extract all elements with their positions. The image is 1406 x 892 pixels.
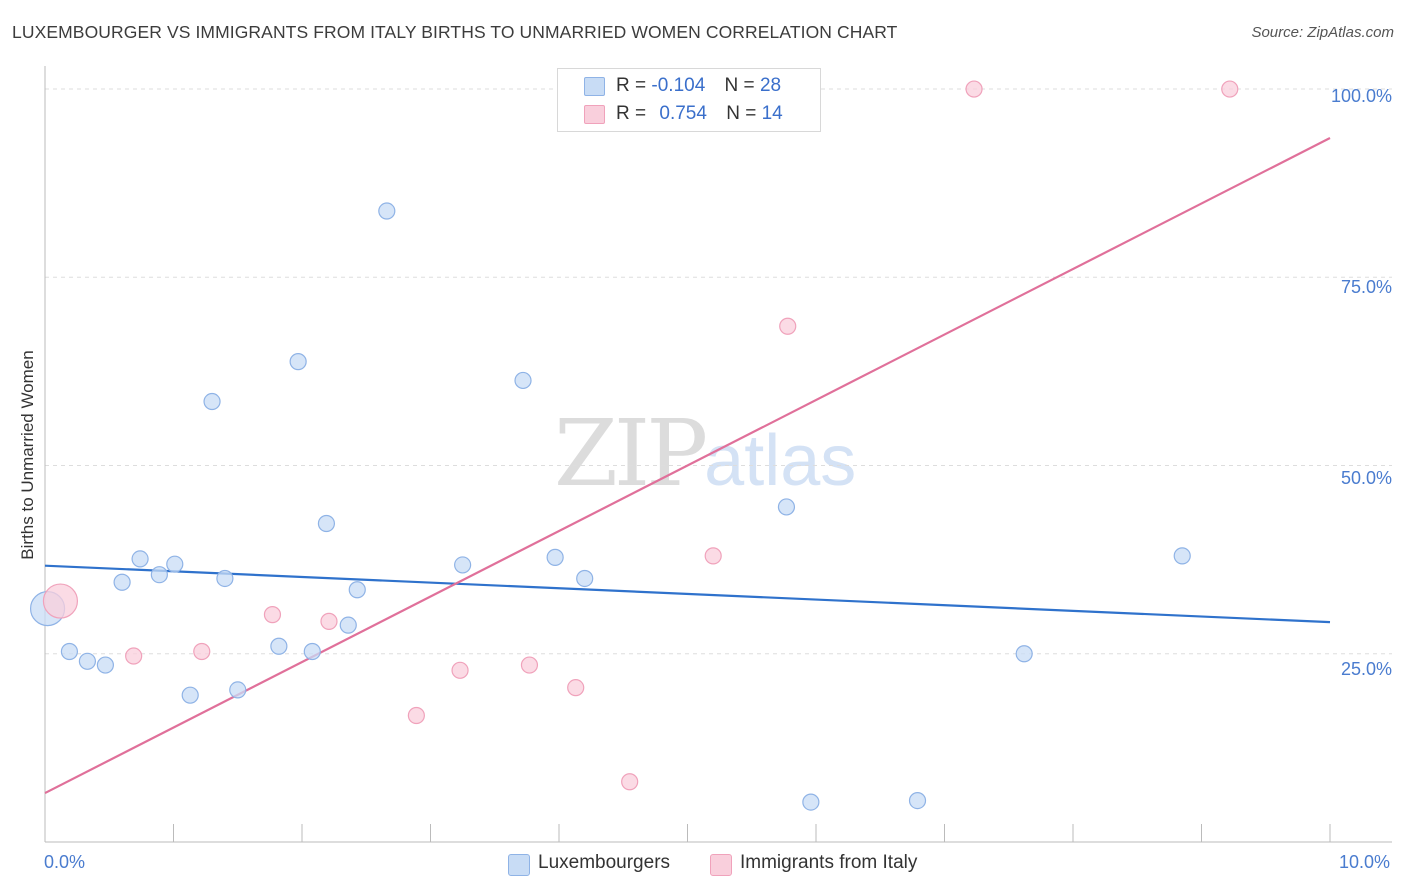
legend-r-value: 0.754 <box>659 103 707 124</box>
data-point-luxembourgers <box>777 498 796 516</box>
legend-row-luxembourgers: R = -0.104 N = 28 <box>616 75 781 97</box>
data-point-italy <box>407 706 425 725</box>
bottom-legend-luxembourgers: Luxembourgers <box>538 852 671 873</box>
legend-r-label: R = <box>616 103 647 124</box>
trend-line-luxembourgers <box>44 564 1331 624</box>
data-point-luxembourgers <box>131 550 149 568</box>
legend-swatch-italy <box>584 105 605 124</box>
data-point-luxembourgers <box>1173 547 1191 565</box>
legend-n-label: N = <box>724 75 755 96</box>
y-axis-label: Births to Unmarried Women <box>18 350 37 560</box>
data-point-luxembourgers <box>514 371 532 390</box>
data-point-luxembourgers <box>317 514 336 533</box>
data-point-luxembourgers <box>78 652 97 670</box>
legend-r-label: R = <box>616 75 647 96</box>
x-tick-label-min: 0.0% <box>44 852 86 872</box>
bottom-legend-italy: Immigrants from Italy <box>740 852 918 873</box>
y-tick-label-100: 100.0% <box>1330 86 1392 106</box>
data-point-luxembourgers <box>546 548 564 566</box>
y-tick-label-50: 50.0% <box>1340 468 1392 488</box>
data-point-luxembourgers <box>166 555 184 573</box>
trend-line-italy <box>44 137 1331 795</box>
watermark-atlas: atlas <box>704 421 857 501</box>
data-point-italy <box>42 583 79 619</box>
data-point-luxembourgers <box>216 569 234 588</box>
data-point-luxembourgers <box>576 569 594 588</box>
data-point-luxembourgers <box>289 353 307 371</box>
watermark-zip: ZIP <box>554 400 708 507</box>
legend-n-label: N = <box>726 103 757 124</box>
data-point-luxembourgers <box>113 573 131 591</box>
y-tick-label-75: 75.0% <box>1340 277 1392 297</box>
data-point-italy <box>567 679 585 697</box>
chart-title: LUXEMBOURGER VS IMMIGRANTS FROM ITALY BI… <box>12 22 898 42</box>
data-point-italy <box>1221 80 1239 98</box>
data-point-luxembourgers <box>270 637 288 655</box>
data-points <box>29 80 1239 811</box>
watermark: ZIPatlas <box>554 400 856 507</box>
trend-lines <box>44 137 1331 795</box>
legend-swatch-luxembourgers <box>584 77 605 96</box>
legend-n-value: 28 <box>759 75 782 96</box>
data-point-italy <box>320 612 338 630</box>
data-point-italy <box>193 642 211 661</box>
data-point-italy <box>965 80 983 98</box>
data-point-italy <box>451 661 469 679</box>
data-point-luxembourgers <box>348 581 366 599</box>
bottom-legend-swatch-luxembourgers <box>508 854 530 876</box>
axes <box>44 66 1392 843</box>
bottom-legend-swatch-italy <box>710 854 732 876</box>
data-point-luxembourgers <box>150 566 168 584</box>
data-point-luxembourgers <box>339 616 357 634</box>
data-point-luxembourgers <box>908 791 927 810</box>
legend-r-value: -0.104 <box>651 75 706 96</box>
legend-row-italy: R = 0.754 N = 14 <box>616 103 783 125</box>
y-tick-label-25: 25.0% <box>1340 659 1392 679</box>
data-point-luxembourgers <box>181 686 199 704</box>
data-point-italy <box>704 547 722 565</box>
data-point-luxembourgers <box>802 793 820 811</box>
data-point-luxembourgers <box>1015 645 1033 663</box>
data-point-luxembourgers <box>203 392 221 411</box>
data-point-italy <box>520 656 539 674</box>
legend-n-value: 14 <box>761 103 783 124</box>
data-point-luxembourgers <box>229 681 247 699</box>
data-point-luxembourgers <box>60 642 79 661</box>
x-tick-label-max: 10.0% <box>1339 852 1391 872</box>
data-point-italy <box>125 647 143 665</box>
data-point-italy <box>779 317 797 335</box>
data-point-italy <box>621 773 639 791</box>
correlation-legend: R = -0.104 N = 28 R = 0.754 N = 14 <box>557 68 821 132</box>
data-point-italy <box>263 606 282 624</box>
data-point-luxembourgers <box>96 656 114 674</box>
data-point-luxembourgers <box>303 642 321 661</box>
data-point-luxembourgers <box>378 202 396 220</box>
data-point-luxembourgers <box>454 556 472 574</box>
grid-lines <box>45 88 1392 655</box>
source-label: Source: ZipAtlas.com <box>1251 24 1394 41</box>
